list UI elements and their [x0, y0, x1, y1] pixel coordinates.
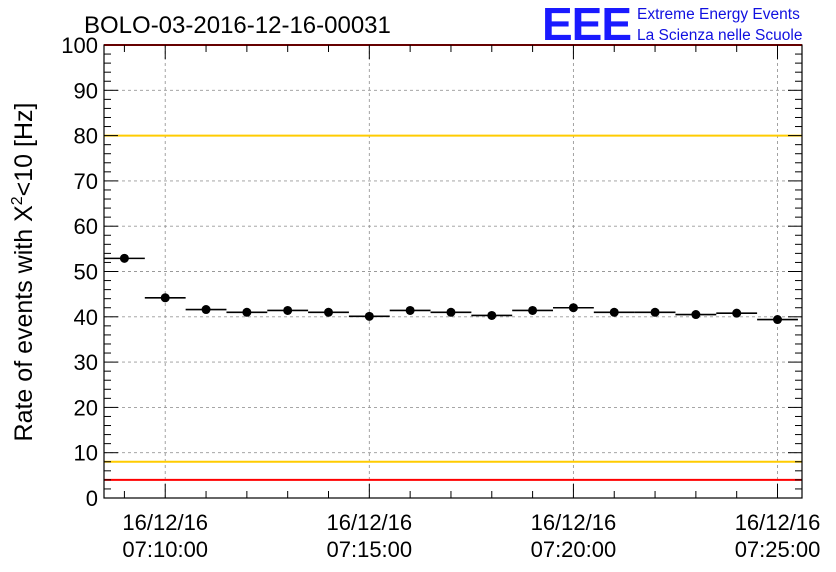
axis-ticks: 010203040506070809010016/12/1607:10:0016… — [61, 33, 820, 562]
y-tick-label: 0 — [86, 486, 98, 511]
data-point — [446, 307, 456, 317]
data-point — [324, 307, 334, 317]
y-tick-label: 90 — [74, 78, 98, 103]
x-tick-label-time: 07:25:00 — [735, 537, 821, 562]
data-point — [650, 307, 660, 317]
data-point — [732, 308, 742, 318]
y-axis-label: Rate of events with X2<10 [Hz] — [9, 103, 38, 442]
x-tick-label-time: 07:10:00 — [122, 537, 208, 562]
y-axis-label-prefix: Rate of events with X — [10, 205, 38, 442]
x-tick-label-date: 16/12/16 — [735, 510, 821, 535]
data-point — [528, 305, 538, 315]
data-point — [364, 311, 374, 321]
x-tick-label-date: 16/12/16 — [327, 510, 413, 535]
data-point — [691, 310, 701, 320]
data-point — [119, 253, 129, 263]
data-point — [283, 305, 293, 315]
y-tick-label: 80 — [74, 124, 98, 149]
eee-logo: EEE Extreme Energy Events La Scienza nel… — [542, 0, 802, 50]
chart-title: BOLO-03-2016-12-16-00031 — [84, 12, 391, 39]
data-point — [242, 307, 252, 317]
y-tick-label: 30 — [74, 350, 98, 375]
data-points — [104, 253, 798, 325]
y-tick-label: 20 — [74, 395, 98, 420]
data-point — [405, 305, 415, 315]
logo-mark: EEE — [542, 0, 631, 50]
y-tick-label: 70 — [74, 169, 98, 194]
y-tick-label: 50 — [74, 260, 98, 285]
data-point — [201, 305, 211, 315]
y-axis-label-superscript: 2 — [9, 196, 26, 205]
y-axis-label-suffix: <10 [Hz] — [10, 103, 38, 197]
logo-line-1: Extreme Energy Events — [637, 6, 800, 23]
x-tick-label-time: 07:20:00 — [531, 537, 617, 562]
reference-lines — [104, 44, 802, 481]
x-tick-label-date: 16/12/16 — [122, 510, 208, 535]
data-point — [487, 310, 497, 320]
data-point — [160, 293, 170, 303]
grid-layer — [104, 45, 802, 498]
y-tick-label: 10 — [74, 441, 98, 466]
data-point — [773, 315, 783, 325]
y-tick-label: 100 — [61, 33, 98, 58]
x-tick-label-date: 16/12/16 — [531, 510, 617, 535]
data-point — [609, 307, 619, 317]
x-tick-label-time: 07:15:00 — [327, 537, 413, 562]
y-tick-label: 40 — [74, 305, 98, 330]
logo-line-2: La Scienza nelle Scuole — [637, 27, 802, 44]
y-tick-label: 60 — [74, 214, 98, 239]
data-point — [568, 303, 578, 313]
